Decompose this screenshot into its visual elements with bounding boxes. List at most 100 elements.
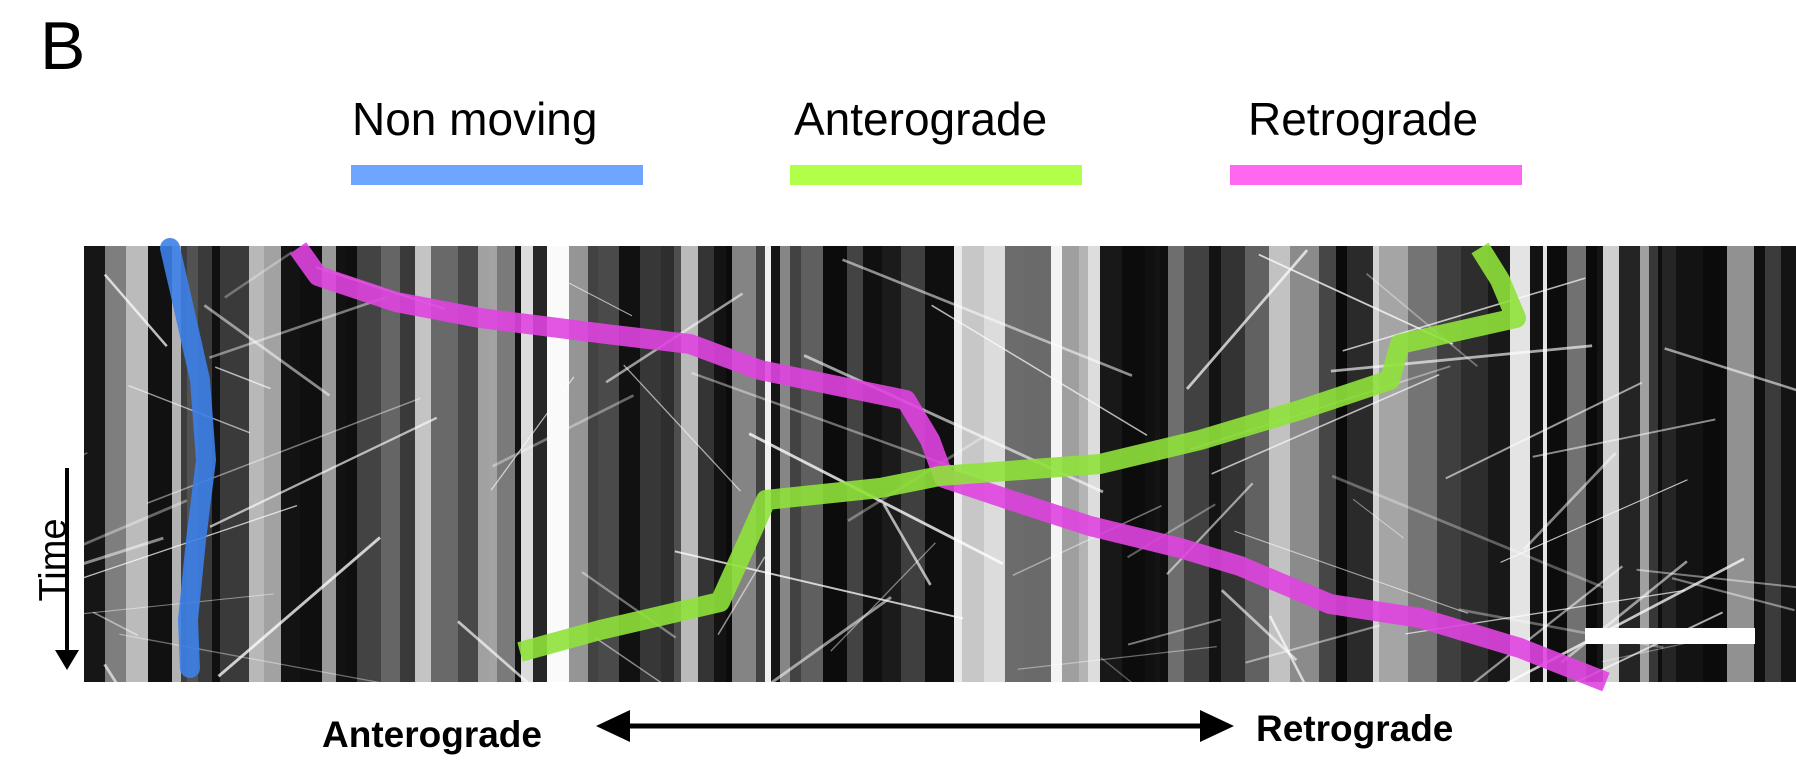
kymo-diagonal: [1560, 560, 1688, 664]
kymo-diagonal: [214, 366, 271, 390]
kymo-streak: [661, 246, 674, 682]
kymo-diagonal: [103, 273, 168, 348]
kymo-diagonal: [1342, 277, 1586, 352]
kymo-diagonal: [224, 251, 293, 299]
kymo-streak: [771, 246, 780, 682]
kymo-streak: [1765, 246, 1781, 682]
kymo-streak: [400, 246, 415, 682]
kymo-streak: [1530, 246, 1543, 682]
kymo-streak: [823, 246, 847, 682]
kymo-streak: [863, 246, 882, 682]
kymo-streak: [458, 246, 478, 682]
direction-arrowhead-right: [1200, 710, 1234, 742]
kymo-streak: [1676, 246, 1703, 682]
kymo-streak: [598, 246, 619, 682]
kymo-diagonal: [1352, 498, 1404, 539]
kymo-streak: [726, 246, 732, 682]
kymo-diagonal: [830, 542, 936, 652]
kymo-streak: [521, 246, 533, 682]
kymo-diagonal: [1211, 373, 1440, 475]
kymo-streak: [415, 246, 431, 682]
kymo-streak: [901, 246, 920, 682]
kymo-streak: [1145, 246, 1155, 682]
kymo-streak: [1373, 246, 1379, 682]
kymo-streak: [1319, 246, 1336, 682]
legend-swatch-non-moving: [351, 165, 643, 185]
kymo-streak: [569, 246, 588, 682]
kymo-streak: [381, 246, 400, 682]
kymo-diagonal: [1473, 565, 1624, 682]
kymo-streak: [1781, 246, 1796, 682]
kymo-streak: [765, 246, 771, 682]
kymo-diagonal: [203, 304, 331, 397]
kymo-diagonal: [128, 384, 251, 434]
non-moving-trace: [160, 238, 216, 678]
kymo-streak: [489, 246, 497, 682]
kymo-diagonal: [1245, 624, 1381, 664]
time-axis-label: Time: [32, 518, 75, 602]
kymo-streak: [172, 246, 181, 682]
kymo-streak: [322, 246, 336, 682]
kymo-streak: [732, 246, 756, 682]
direction-label-retrograde: Retrograde: [1256, 708, 1454, 749]
kymo-streak: [547, 246, 569, 682]
kymo-diagonal: [1185, 249, 1309, 390]
kymo-streak: [187, 246, 198, 682]
kymo-diagonal: [1664, 347, 1796, 392]
kymo-streak: [1567, 246, 1586, 682]
kymo-streak: [1336, 246, 1347, 682]
kymo-streak: [780, 246, 790, 682]
kymo-diagonal: [457, 620, 530, 682]
kymo-streak: [1658, 246, 1662, 682]
kymo-diagonal: [769, 596, 892, 682]
kymo-streak: [954, 246, 962, 682]
kymo-streak: [181, 246, 187, 682]
kymo-streak: [1488, 246, 1495, 682]
kymo-diagonal: [490, 376, 575, 491]
kymo-streak: [212, 246, 220, 682]
kymo-streak: [588, 246, 598, 682]
kymo-diagonal: [554, 275, 633, 317]
kymo-streak: [1290, 246, 1319, 682]
legend-label-non-moving: Non moving: [352, 93, 598, 145]
kymo-streak: [920, 246, 925, 682]
kymo-streak: [1510, 246, 1530, 682]
legend-swatch-anterograde: [790, 165, 1082, 185]
panel-letter: B: [40, 8, 86, 84]
kymo-streak: [249, 246, 264, 682]
kymo-streak: [281, 246, 300, 682]
anterograde-trace: [517, 242, 1526, 662]
kymo-diagonal: [217, 536, 381, 678]
kymo-diagonal: [84, 499, 188, 546]
kymo-streak: [619, 246, 640, 682]
kymo-streak: [1160, 246, 1168, 682]
kymo-diagonal: [1234, 530, 1469, 614]
kymo-diagonal: [1220, 589, 1298, 662]
kymo-streak: [1543, 246, 1547, 682]
kymo-streak: [756, 246, 765, 682]
kymo-diagonal: [1532, 418, 1716, 458]
kymo-streak: [300, 246, 322, 682]
kymo-diagonal: [1522, 452, 1617, 551]
kymo-diagonal: [1268, 615, 1306, 682]
legend-label-anterograde: Anterograde: [794, 93, 1048, 145]
kymo-diagonal: [1636, 568, 1796, 589]
kymo-streak: [105, 246, 126, 682]
kymo-streak: [478, 246, 489, 682]
kymo-diagonal: [1365, 273, 1478, 367]
kymo-diagonal: [748, 432, 1004, 566]
kymo-diagonal: [1500, 479, 1688, 563]
kymo-streak: [790, 246, 801, 682]
kymo-diagonal: [1166, 482, 1254, 576]
kymo-streak: [1586, 246, 1597, 682]
direction-arrowhead-left: [596, 710, 630, 742]
kymo-streak: [515, 246, 521, 682]
kymo-streak: [148, 246, 172, 682]
kymo-diagonal: [1506, 557, 1745, 682]
kymo-diagonal: [209, 416, 438, 528]
kymo-diagonal: [92, 611, 139, 637]
kymo-diagonal: [1330, 344, 1593, 373]
kymo-diagonal: [594, 636, 662, 682]
kymo-streak: [346, 246, 357, 682]
kymo-diagonal: [84, 504, 298, 579]
